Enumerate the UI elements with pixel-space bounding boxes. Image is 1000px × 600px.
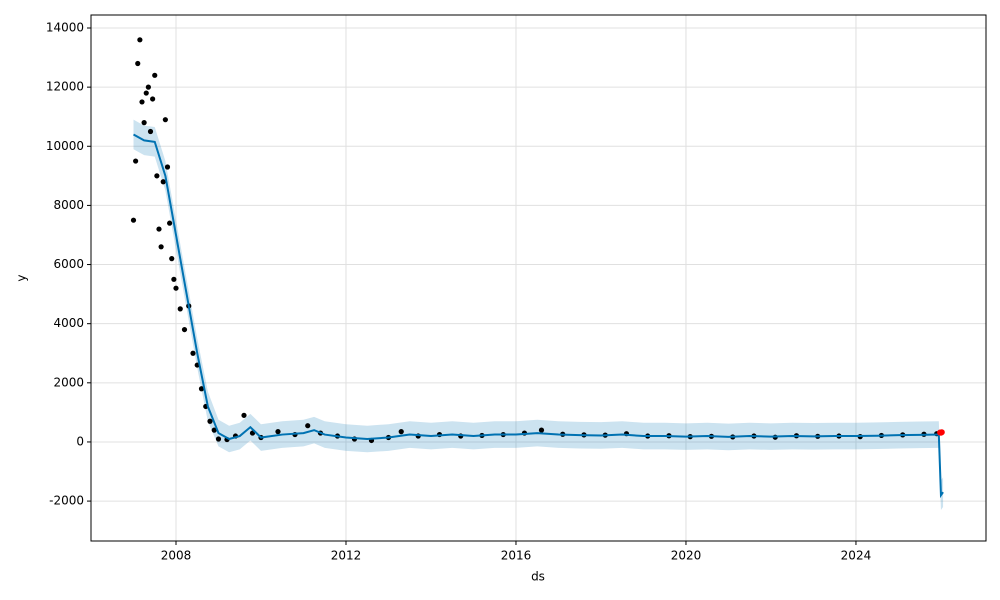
- y-tick-label: 0: [76, 434, 84, 448]
- observed-point: [137, 37, 143, 43]
- observed-point: [211, 427, 217, 433]
- y-tick-label: 2000: [53, 375, 84, 389]
- observed-point: [241, 412, 247, 418]
- y-tick-label: 12000: [46, 80, 84, 94]
- x-axis-label: ds: [531, 570, 545, 584]
- observed-point: [207, 418, 213, 424]
- x-tick-label: 2024: [841, 549, 872, 563]
- y-tick-label: 10000: [46, 139, 84, 153]
- observed-point: [135, 60, 141, 67]
- observed-point: [171, 276, 177, 282]
- uncertainty-band: [133, 119, 944, 510]
- observed-point: [145, 84, 151, 90]
- observed-point: [130, 217, 137, 223]
- observed-point: [147, 128, 154, 135]
- observed-point: [141, 120, 147, 126]
- observed-point: [177, 306, 183, 312]
- observed-point: [152, 72, 158, 78]
- observed-point: [215, 436, 222, 442]
- observed-point: [160, 179, 166, 185]
- x-tick-label: 2008: [161, 549, 192, 563]
- observed-point: [169, 256, 175, 262]
- observed-point: [305, 423, 311, 429]
- observed-point: [198, 386, 205, 392]
- observed-point: [156, 226, 162, 232]
- highlight-point: [938, 429, 945, 436]
- observed-point: [162, 117, 168, 123]
- observed-point: [158, 244, 164, 250]
- observed-point: [133, 158, 139, 164]
- observed-point: [275, 429, 281, 435]
- observed-point: [143, 90, 149, 96]
- y-tick-label: 14000: [46, 21, 84, 35]
- observed-point: [190, 350, 196, 356]
- x-tick-label: 2020: [671, 549, 702, 563]
- observed-point: [150, 96, 156, 102]
- x-tick-label: 2012: [331, 549, 362, 563]
- observed-point: [173, 285, 179, 291]
- y-tick-label: 4000: [53, 316, 84, 330]
- y-tick-label: 6000: [53, 257, 84, 271]
- plot-frame: [90, 14, 987, 542]
- y-axis-label: y: [15, 274, 29, 281]
- y-tick-label: -2000: [49, 494, 84, 508]
- x-tick-label: 2016: [501, 549, 532, 563]
- observed-point: [164, 164, 171, 170]
- y-tick-label: 8000: [53, 198, 84, 212]
- observed-point: [154, 173, 160, 179]
- observed-point: [181, 326, 188, 333]
- observed-point: [538, 427, 545, 433]
- forecast-line: [133, 133, 944, 499]
- observed-point: [139, 99, 145, 105]
- observed-point: [167, 220, 173, 226]
- observed-point: [398, 429, 404, 435]
